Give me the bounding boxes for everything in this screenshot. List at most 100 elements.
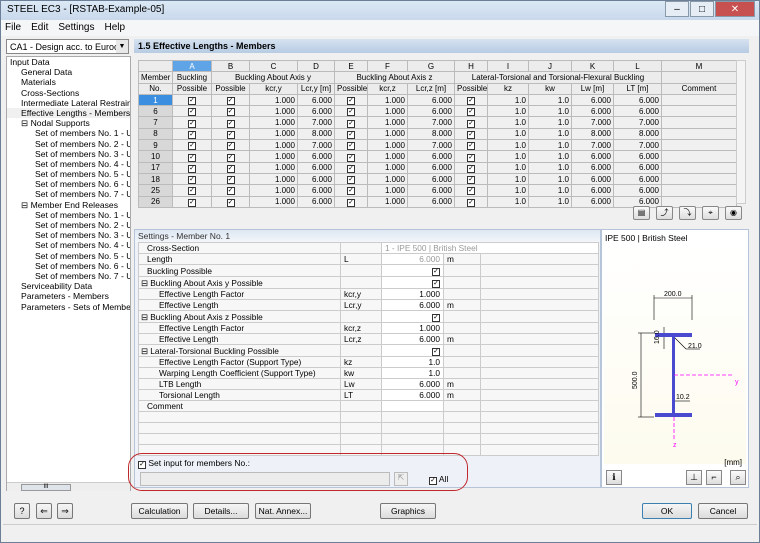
column-letter[interactable]: G bbox=[407, 59, 455, 73]
checkbox-cell[interactable]: ✓ bbox=[172, 184, 212, 197]
value-cell[interactable]: 1.000 bbox=[367, 93, 408, 107]
column-letter[interactable]: M bbox=[661, 59, 737, 73]
tree-item[interactable]: Set of members No. 5 - Upper chord bbox=[35, 169, 130, 180]
checkbox-cell[interactable]: ✓ bbox=[334, 93, 368, 107]
value-cell[interactable]: 1.000 bbox=[249, 105, 298, 118]
tree-item[interactable]: Set of members No. 1 - Upper chord bbox=[35, 128, 130, 139]
checkbox-cell[interactable]: ✓ bbox=[211, 139, 250, 152]
cancel-button[interactable]: Cancel bbox=[698, 503, 748, 519]
table-row[interactable]: 7 ✓ ✓ 1.000 7.000 ✓ 1.000 7.000 ✓ 1.0 1.0 7.000 7.00… bbox=[138, 116, 737, 129]
value-cell[interactable]: 6.000 bbox=[571, 93, 614, 107]
check-icon[interactable]: ✓ bbox=[467, 108, 475, 116]
help-icon[interactable]: ? bbox=[14, 503, 30, 519]
pick-members-button[interactable]: ⇱ bbox=[394, 472, 408, 486]
excel-import-icon[interactable]: ⤴ bbox=[656, 206, 673, 220]
checkbox-cell[interactable]: ✓ bbox=[454, 172, 488, 186]
value-cell[interactable]: 1.000 bbox=[367, 139, 408, 152]
check-icon[interactable]: ✓ bbox=[432, 280, 440, 288]
checkbox-cell[interactable]: ✓ bbox=[454, 161, 488, 174]
value-cell[interactable]: 6.000 bbox=[407, 93, 455, 107]
value-cell[interactable]: 1.0 bbox=[487, 195, 529, 208]
check-icon[interactable]: ✓ bbox=[188, 130, 196, 139]
comment-cell[interactable] bbox=[661, 150, 737, 163]
checkbox-cell[interactable]: ✓ bbox=[211, 161, 250, 174]
column-letter[interactable]: J bbox=[528, 59, 572, 73]
checkbox-cell[interactable]: ✓ bbox=[454, 93, 488, 107]
ok-button[interactable]: OK bbox=[642, 503, 692, 519]
tree-item[interactable]: Intermediate Lateral Restraints bbox=[21, 97, 131, 108]
check-icon[interactable]: ✓ bbox=[226, 142, 235, 150]
value-cell[interactable]: 1.0 bbox=[487, 161, 529, 174]
show-dimensions-icon[interactable]: ⊥ bbox=[686, 470, 702, 485]
settings-value[interactable]: 1.000 bbox=[381, 288, 444, 300]
value-cell[interactable]: 1.000 bbox=[367, 161, 408, 174]
value-cell[interactable]: 1.0 bbox=[528, 184, 572, 197]
value-cell[interactable]: 7.000 bbox=[407, 139, 455, 152]
settings-value[interactable]: 6.000 bbox=[381, 299, 444, 311]
member-number[interactable]: 17 bbox=[138, 161, 173, 174]
check-icon[interactable]: ✓ bbox=[467, 119, 475, 128]
value-cell[interactable]: 1.000 bbox=[249, 127, 298, 141]
import-icon[interactable]: ⇐ bbox=[36, 503, 52, 519]
tree-item[interactable]: Set of members No. 7 - Upper chord bbox=[35, 270, 130, 281]
comment-cell[interactable] bbox=[661, 127, 737, 141]
show-axes-icon[interactable]: ⌐ bbox=[706, 470, 722, 485]
tree-item[interactable]: Cross-Sections bbox=[21, 87, 80, 98]
checkbox-cell[interactable]: ✓ bbox=[172, 195, 212, 208]
column-letter[interactable]: I bbox=[487, 59, 529, 73]
tree-item[interactable]: General Data bbox=[21, 67, 73, 78]
value-cell[interactable]: 1.0 bbox=[487, 184, 529, 197]
check-icon[interactable]: ✓ bbox=[467, 187, 475, 196]
value-cell[interactable]: 6.000 bbox=[297, 195, 335, 208]
comment-cell[interactable] bbox=[661, 105, 737, 118]
check-icon[interactable]: ✓ bbox=[347, 198, 355, 207]
comment-cell[interactable] bbox=[661, 93, 737, 107]
value-cell[interactable]: 6.000 bbox=[407, 105, 455, 118]
column-letter[interactable]: K bbox=[571, 59, 614, 73]
value-cell[interactable]: 1.0 bbox=[528, 127, 572, 141]
member-number[interactable]: 1 bbox=[138, 93, 173, 107]
value-cell[interactable]: 6.000 bbox=[297, 161, 335, 174]
check-icon[interactable]: ✓ bbox=[467, 97, 475, 105]
tree-item[interactable]: Materials bbox=[21, 77, 56, 88]
check-icon[interactable]: ✓ bbox=[226, 119, 235, 128]
settings-value[interactable]: ✓ bbox=[381, 264, 444, 277]
calculation-button[interactable]: Calculation bbox=[131, 503, 188, 519]
maximize-button[interactable]: □ bbox=[690, 1, 714, 17]
value-cell[interactable]: 7.000 bbox=[613, 116, 662, 129]
comment-cell[interactable] bbox=[661, 184, 737, 197]
value-cell[interactable]: 1.0 bbox=[528, 93, 572, 107]
tree-item[interactable]: Set of members No. 2 - Upper chord bbox=[35, 220, 130, 230]
checkbox-cell[interactable]: ✓ bbox=[334, 116, 368, 129]
check-icon[interactable]: ✓ bbox=[226, 176, 235, 184]
value-cell[interactable]: 6.000 bbox=[571, 150, 614, 163]
settings-value[interactable]: ✓ bbox=[381, 276, 444, 289]
member-number[interactable]: 7 bbox=[138, 116, 173, 129]
check-icon[interactable]: ✓ bbox=[347, 142, 355, 150]
table-row[interactable]: 9 ✓ ✓ 1.000 7.000 ✓ 1.000 7.000 ✓ 1.0 1.0 7.000 7.00… bbox=[138, 139, 737, 152]
value-cell[interactable]: 6.000 bbox=[407, 184, 455, 197]
value-cell[interactable]: 8.000 bbox=[297, 127, 335, 141]
value-cell[interactable]: 6.000 bbox=[297, 172, 335, 186]
value-cell[interactable]: 7.000 bbox=[297, 139, 335, 152]
check-icon[interactable]: ✓ bbox=[347, 119, 355, 128]
table-row[interactable]: 10 ✓ ✓ 1.000 6.000 ✓ 1.000 6.000 ✓ 1.0 1.0 6.000 6.0… bbox=[138, 150, 737, 163]
check-icon[interactable]: ✓ bbox=[188, 119, 196, 128]
column-letter[interactable]: A bbox=[172, 59, 212, 73]
check-icon[interactable]: ✓ bbox=[188, 187, 196, 196]
check-icon[interactable]: ✓ bbox=[347, 97, 355, 105]
checkbox-cell[interactable]: ✓ bbox=[172, 161, 212, 174]
check-icon[interactable]: ✓ bbox=[347, 130, 355, 139]
check-icon[interactable]: ✓ bbox=[226, 187, 235, 196]
value-cell[interactable]: 6.000 bbox=[571, 195, 614, 208]
member-number[interactable]: 18 bbox=[138, 172, 173, 186]
check-icon[interactable]: ✓ bbox=[347, 164, 355, 173]
check-icon[interactable]: ✓ bbox=[467, 153, 475, 162]
check-icon[interactable]: ✓ bbox=[226, 153, 235, 162]
comment-cell[interactable] bbox=[661, 161, 737, 174]
value-cell[interactable]: 7.000 bbox=[297, 116, 335, 129]
settings-value[interactable]: ✓ bbox=[381, 310, 444, 323]
member-number[interactable]: 26 bbox=[138, 195, 173, 208]
value-cell[interactable]: 1.0 bbox=[528, 105, 572, 118]
value-cell[interactable]: 6.000 bbox=[297, 150, 335, 163]
